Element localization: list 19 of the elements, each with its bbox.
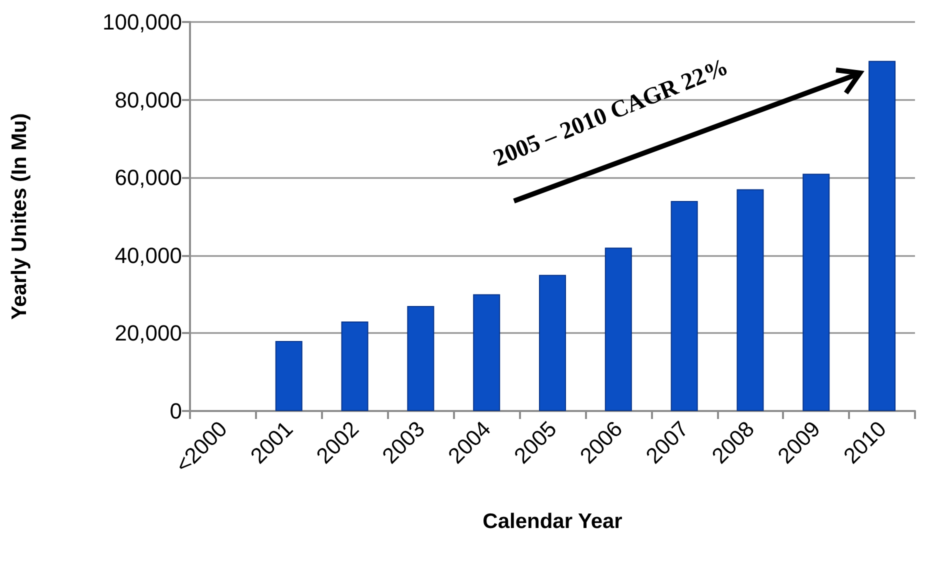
bar — [473, 294, 500, 411]
y-tick-label: 80,000 — [114, 87, 182, 112]
bar — [275, 340, 302, 411]
y-tick-label: 0 — [170, 398, 182, 424]
bar — [736, 189, 764, 411]
annotation: 2005 – 2010 CAGR 22% — [490, 54, 732, 173]
bar — [868, 60, 896, 411]
y-tick-label: 20,000 — [114, 320, 182, 346]
x-axis-title: Calendar Year — [482, 510, 622, 533]
bar — [539, 274, 566, 411]
y-tick-label: 60,000 — [114, 165, 182, 190]
bar — [604, 248, 632, 411]
bar — [407, 306, 434, 411]
bar — [341, 322, 368, 411]
y-tick-label: 40,000 — [114, 242, 182, 268]
y-axis-title: Yearly Unites (In Mu) — [8, 113, 31, 320]
y-tick-label: 100,000 — [102, 10, 182, 34]
bar — [802, 174, 830, 411]
bar — [670, 200, 698, 411]
